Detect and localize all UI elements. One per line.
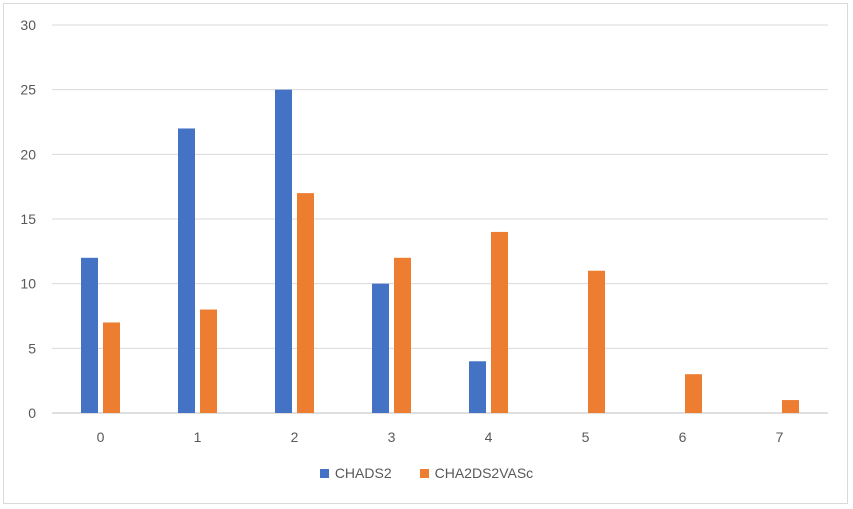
y-tick-label: 5 bbox=[28, 340, 36, 356]
legend-label-cha2ds2vasc: CHA2DS2VASc bbox=[434, 465, 534, 481]
legend: CHADS2 CHA2DS2VASc bbox=[0, 465, 853, 481]
y-tick-label: 15 bbox=[20, 211, 36, 227]
bar-chads2-1 bbox=[178, 128, 195, 413]
legend-item-cha2ds2vasc: CHA2DS2VASc bbox=[419, 465, 534, 481]
legend-swatch-cha2ds2vasc bbox=[419, 468, 429, 478]
chart-frame bbox=[3, 3, 848, 504]
gridlines bbox=[52, 24, 828, 414]
y-tick-label: 0 bbox=[28, 405, 36, 421]
x-tick-label: 2 bbox=[291, 429, 299, 445]
x-tick-label: 5 bbox=[582, 429, 590, 445]
x-tick-label: 6 bbox=[679, 429, 687, 445]
bar-chads2-0 bbox=[81, 257, 98, 413]
legend-item-chads2: CHADS2 bbox=[319, 465, 392, 481]
x-tick-label: 7 bbox=[776, 429, 784, 445]
legend-label-chads2: CHADS2 bbox=[334, 465, 392, 481]
bars bbox=[81, 89, 799, 414]
bar-cha2ds2vasc-7 bbox=[782, 400, 799, 413]
x-tick-label: 0 bbox=[97, 429, 105, 445]
bar-cha2ds2vasc-2 bbox=[297, 193, 314, 413]
bar-cha2ds2vasc-6 bbox=[685, 374, 702, 413]
bar-cha2ds2vasc-1 bbox=[200, 309, 217, 413]
bar-cha2ds2vasc-0 bbox=[103, 322, 120, 413]
y-axis-ticks: 0 5 10 15 20 25 30 bbox=[20, 17, 36, 421]
x-tick-label: 3 bbox=[388, 429, 396, 445]
legend-swatch-chads2 bbox=[319, 468, 329, 478]
bar-cha2ds2vasc-5 bbox=[588, 270, 605, 413]
bar-chads2-4 bbox=[469, 361, 486, 413]
bar-chads2-2 bbox=[275, 89, 292, 414]
y-tick-label: 20 bbox=[20, 146, 36, 162]
y-tick-label: 30 bbox=[20, 17, 36, 33]
y-tick-label: 10 bbox=[20, 276, 36, 292]
x-tick-label: 1 bbox=[194, 429, 202, 445]
bar-cha2ds2vasc-3 bbox=[394, 257, 411, 413]
x-tick-label: 4 bbox=[485, 429, 493, 445]
y-tick-label: 25 bbox=[20, 82, 36, 98]
bar-chads2-3 bbox=[372, 283, 389, 413]
bar-cha2ds2vasc-4 bbox=[491, 231, 508, 413]
x-axis-ticks: 0 1 2 3 4 5 6 7 bbox=[97, 429, 784, 445]
